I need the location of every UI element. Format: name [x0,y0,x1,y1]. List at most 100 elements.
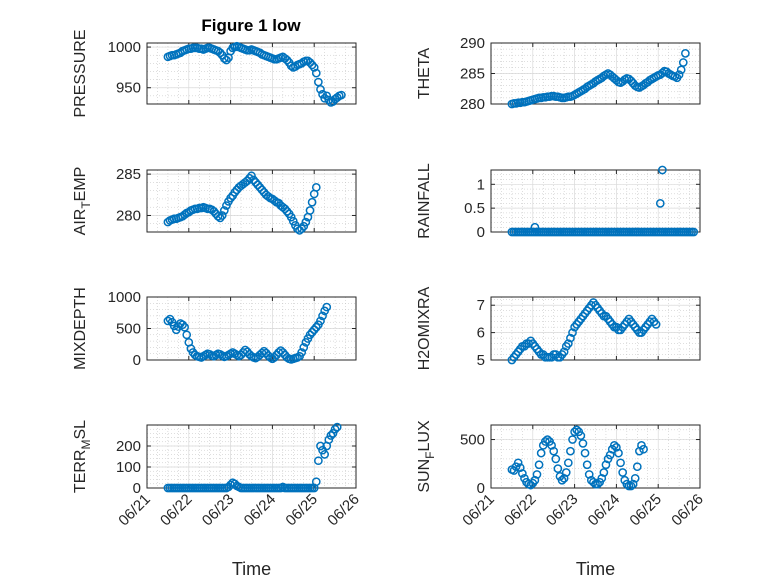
data-point [526,480,536,490]
data-point [182,330,192,340]
data-point [299,343,309,352]
data-point [324,435,334,445]
y-tick-label: 200 [116,438,141,455]
y-tick-label: 6 [477,325,485,342]
data-point [549,446,559,456]
data-point [297,348,307,357]
data-point [307,197,317,207]
data-point [658,68,667,78]
data-point [655,199,665,208]
x-tick-label: 06/26 [324,491,363,530]
data-point [632,462,642,472]
data-point [557,475,567,485]
data-point [553,464,563,473]
data-point [580,448,590,458]
data-point [534,460,544,470]
y-tick-label: 0 [133,352,141,369]
data-point [532,470,542,479]
data-point [651,320,661,329]
data-point [626,481,636,491]
data-point [230,187,240,197]
data-point [674,70,684,80]
x-axis-label: Time [576,559,615,579]
subplot-air-temp: 280 285 AIRTEMP [72,166,357,236]
data-point [222,55,231,65]
data-point [305,58,315,67]
data-point [568,328,577,337]
data-point [301,217,311,227]
data-point [330,424,340,434]
y-axis-label: TERRMSL [72,420,93,493]
data-point [270,353,279,362]
data-point [563,458,573,468]
data-point [180,322,189,332]
data-point [599,468,609,477]
y-tick-label: 0.5 [464,200,485,217]
subplot-mixdepth: 0 500 1000 MIXDEPTH [72,287,357,370]
data-point [219,54,229,63]
data-point [251,178,261,187]
data-point [318,311,327,321]
x-tick-label: 06/22 [157,491,196,530]
data-point [568,435,577,444]
data-point [326,431,336,440]
data-point [536,448,546,458]
data-point [332,422,342,432]
data-point [253,180,263,190]
y-tick-label: 950 [116,80,141,97]
data-point [639,444,648,454]
data-point [570,427,579,437]
data-point [518,469,527,478]
data-point [311,68,321,78]
data-point [226,480,235,490]
data-point [337,90,346,100]
data-point [297,224,307,234]
data-point [316,441,325,451]
x-tick-label: 06/23 [543,491,582,530]
data-point [566,333,575,343]
data-point [307,60,317,70]
y-axis-label: THETA [416,48,433,100]
x-axis-label: Time [232,559,271,579]
data-point [286,212,296,222]
data-point [540,437,550,446]
data-point [286,61,296,71]
x-tick-label: 06/25 [282,491,321,530]
data-point [322,302,332,312]
axes-frame [146,42,357,105]
data-point [255,183,265,192]
subplot-theta: 280 285 290 THETA [416,35,701,113]
y-tick-label: 5 [477,352,485,369]
data-point [630,473,640,483]
y-tick-label: 500 [460,432,485,449]
x-tick-label: 06/25 [626,491,665,530]
data-point [215,48,225,58]
y-tick-label: 100 [116,459,141,476]
figure-title: Figure 1 low [201,16,301,35]
data-point [328,429,338,438]
data-point [324,95,334,105]
x-tick-label: 06/23 [199,491,238,530]
data-point [226,193,235,203]
y-axis-label: PRESSURE [72,29,89,117]
data-point [543,435,552,444]
y-tick-label: 1000 [108,39,141,56]
y-tick-label: 500 [116,321,141,338]
x-tick-label: 06/24 [241,491,280,530]
y-tick-label: 7 [477,297,485,314]
data-point [215,213,225,223]
data-point [609,441,619,450]
subplot-h2omixra: 5 6 7 H2OMIXRA [416,286,701,370]
data-point [280,204,290,214]
data-point [551,454,561,464]
data-point [209,206,219,216]
data-point [678,58,688,67]
data-point [314,456,323,466]
data-point [561,468,571,477]
y-axis-label: AIRTEMP [72,167,93,236]
data-point [689,227,699,237]
data-point [622,479,632,489]
data-point [299,221,309,231]
data-point [320,93,329,103]
